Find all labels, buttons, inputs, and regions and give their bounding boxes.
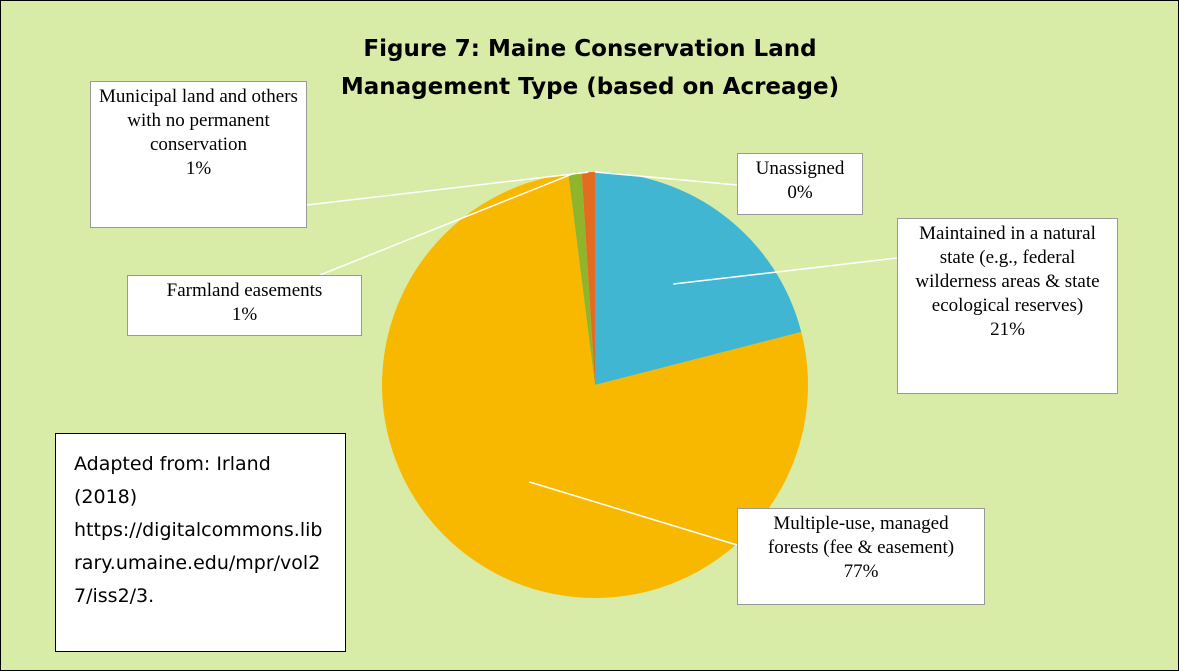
category-label: Municipal land and others with no perman… (99, 86, 298, 155)
leader-line (528, 481, 738, 546)
leader-line (306, 171, 589, 206)
category-label: Farmland easements (166, 280, 323, 301)
data-label: Multiple-use, managed forests (fee & eas… (737, 508, 985, 605)
value-label: 0% (787, 182, 813, 203)
value-label: 21% (990, 319, 1025, 340)
pie-slice (581, 172, 595, 385)
data-label: Municipal land and others with no perman… (90, 81, 307, 228)
value-label: 1% (185, 158, 212, 179)
data-label: Unassigned 0% (737, 153, 863, 215)
chart-title: Figure 7: Maine Conservation Land Manage… (340, 36, 840, 100)
data-label: Maintained in a natural state (e.g., fed… (897, 218, 1118, 394)
source-note: Adapted from: Irland (2018) https://digi… (55, 433, 346, 652)
leader-line (673, 257, 898, 285)
leader-line (594, 171, 738, 186)
category-label: Maintained in a natural state (e.g., fed… (915, 223, 1100, 316)
value-label: 77% (843, 561, 879, 582)
category-label: Multiple-use, managed forests (fee & eas… (767, 513, 955, 558)
leader-line (319, 172, 576, 276)
pie-slice (382, 173, 809, 598)
data-label: Farmland easements 1% (127, 275, 362, 336)
value-label: 1% (231, 304, 258, 325)
category-label: Unassigned (755, 158, 845, 179)
pie-slice (595, 172, 802, 385)
pie-slice (568, 172, 595, 385)
